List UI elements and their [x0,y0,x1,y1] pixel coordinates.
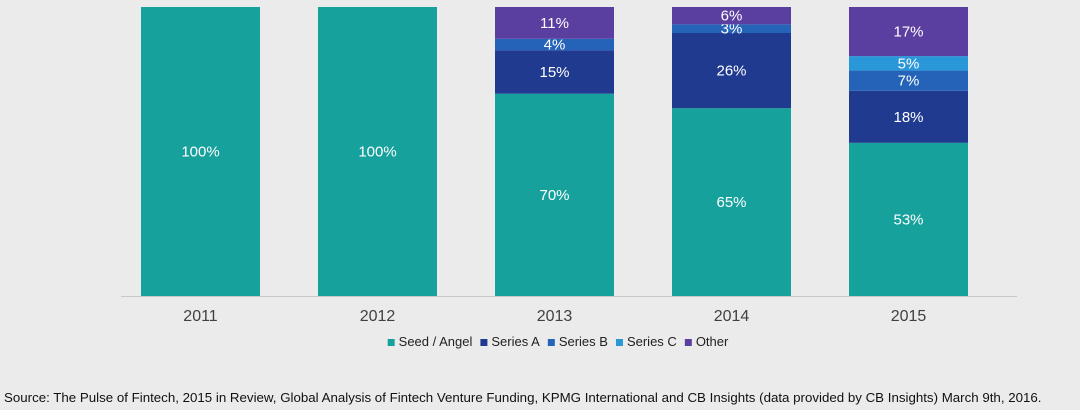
x-tick-label-2015: 2015 [891,308,927,325]
bar-segment-seed-angel-2014 [672,108,791,297]
legend-item-seed-angel: Seed / Angel [387,334,473,349]
legend-item-series-b: Series B [547,334,608,349]
x-axis-ticks: 2011 2012 2013 2014 2015 [183,308,926,325]
legend-swatch-series-c [615,339,623,346]
legend-swatch-other [684,339,692,346]
data-label-other-2014: 6% [721,8,743,25]
legend-label-seed-angel: Seed / Angel [399,334,473,349]
source-note: Source: The Pulse of Fintech, 2015 in Re… [4,390,1042,405]
legend-label-other: Other [696,334,729,349]
bar-segment-series-a-2014 [672,33,791,109]
legend: Seed / Angel Series A Series B Series C Othe… [387,334,729,349]
bar-segment-seed-angel-2011 [141,7,260,296]
legend-label-series-b: Series B [559,334,608,349]
legend-label-series-c: Series C [627,334,677,349]
data-label-series-b-2013: 4% [544,37,566,54]
legend-item-series-c: Series C [615,334,677,349]
data-label-other-2015: 17% [893,24,923,41]
bar-segment-series-a-2013 [495,50,614,94]
data-label-seed-angel-2013: 70% [539,187,569,204]
x-tick-label-2014: 2014 [714,308,750,325]
data-label-seed-angel-2014: 65% [716,194,746,211]
x-tick-label-2011: 2011 [183,308,218,325]
legend-swatch-series-a [480,339,488,346]
bar-segment-series-a-2015 [849,90,968,143]
bar-segment-series-b-2015 [849,70,968,91]
bars-group: 100% 100% 70% 15% 4% 11% 65% 26% 3%6% 53% 18% 7%5% 1… [141,7,968,297]
bar-segment-other-2014 [672,7,791,25]
stacked-bar-chart: 100% 100% 70% 15% 4% 11% 65% 26% 3%6% 53% 18% 7%5% 1… [121,7,1017,349]
legend-swatch-series-b [547,339,555,346]
bar-segment-seed-angel-2012 [318,7,437,296]
data-label-series-b-2014: 3% [721,21,743,38]
data-label-series-a-2013: 15% [539,64,569,81]
data-label-series-b-2015: 7% [898,73,920,90]
data-label-seed-angel-2011: 100% [181,144,219,161]
data-label-series-c-2015: 5% [898,55,920,72]
legend-item-other: Other [684,334,729,349]
data-label-seed-angel-2012: 100% [358,144,396,161]
bar-segment-seed-angel-2015 [849,142,968,296]
legend-swatch-seed-angel [387,339,395,346]
bar-segment-other-2015 [849,7,968,57]
bar-segment-series-c-2015 [849,56,968,71]
bar-segment-seed-angel-2013 [495,93,614,296]
legend-item-series-a: Series A [480,334,540,349]
x-tick-label-2013: 2013 [537,308,573,325]
data-label-seed-angel-2015: 53% [893,211,923,228]
bar-segment-other-2013 [495,7,614,39]
legend-label-series-a: Series A [491,334,540,349]
data-label-series-a-2014: 26% [716,63,746,80]
bar-segment-series-b-2013 [495,38,614,51]
x-tick-label-2012: 2012 [360,308,396,325]
bar-segment-series-b-2014 [672,24,791,34]
data-label-series-a-2015: 18% [893,109,923,126]
data-label-other-2013: 11% [540,15,569,32]
